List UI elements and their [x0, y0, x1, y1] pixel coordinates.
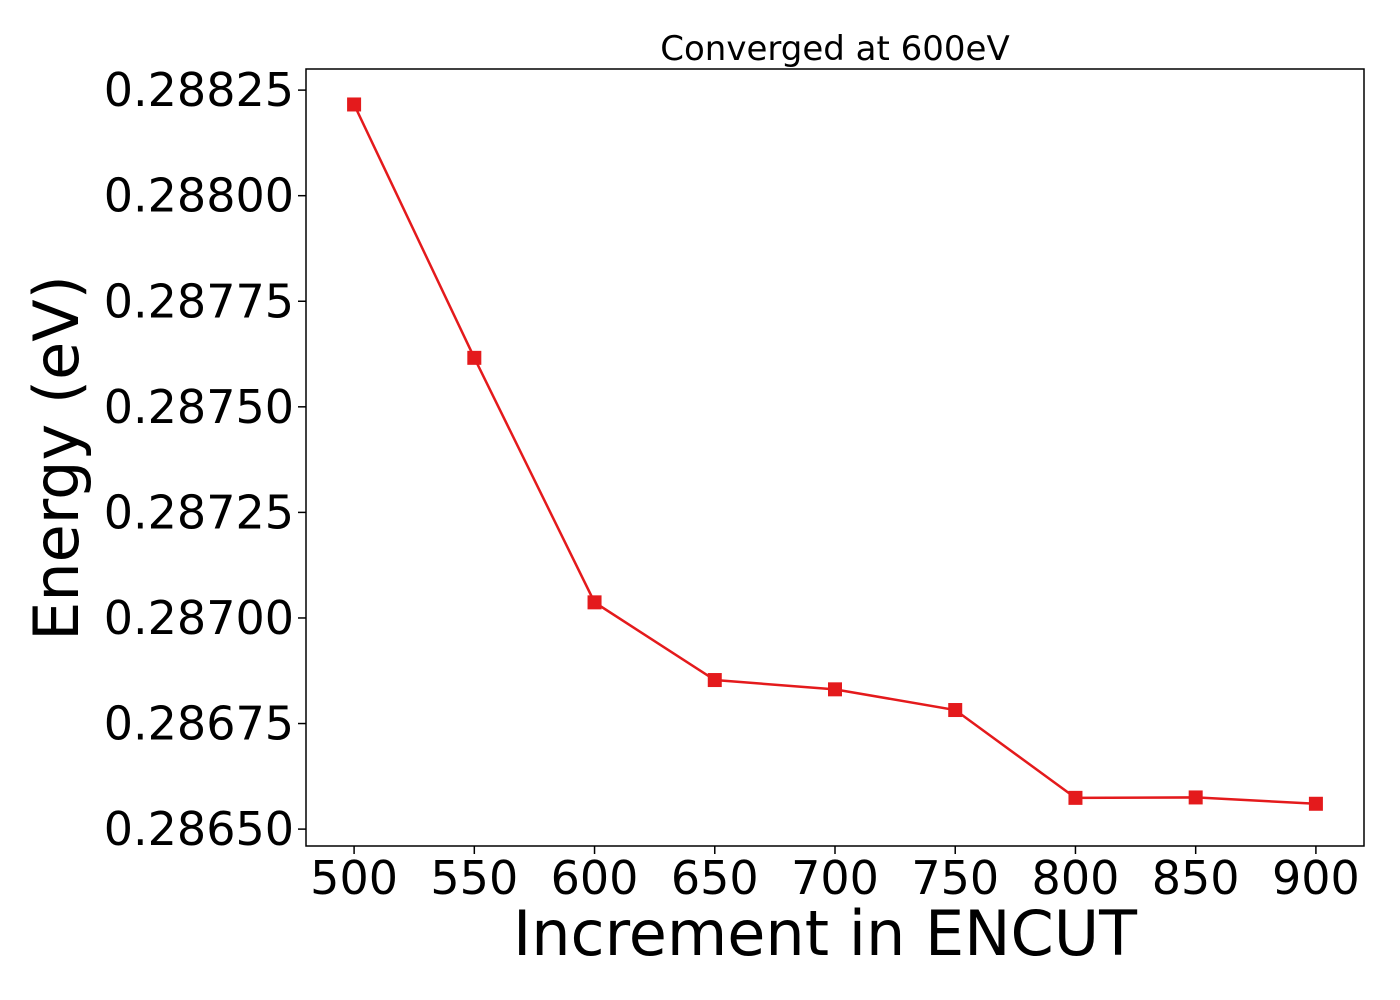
data-point	[587, 595, 602, 610]
data-point	[1308, 796, 1323, 811]
x-tick-label: 800	[1032, 851, 1120, 905]
x-tick-label: 600	[551, 851, 639, 905]
y-axis-title: Energy (eV)	[20, 275, 93, 641]
y-tick-label: 0.28800	[104, 169, 294, 223]
y-axis: 0.28650 0.28675 0.28700 0.28725 0.28750 0.287…	[104, 63, 306, 856]
x-axis: 500 550 600 650 700 750 800 850 900	[310, 846, 1360, 905]
data-point	[948, 703, 963, 718]
x-tick-label: 650	[671, 851, 759, 905]
y-tick-label: 0.28825	[104, 63, 294, 117]
y-tick-label: 0.28775	[104, 274, 294, 328]
series-group	[347, 97, 1323, 811]
x-tick-label: 550	[430, 851, 518, 905]
x-tick-label: 500	[310, 851, 398, 905]
x-tick-label: 750	[911, 851, 999, 905]
chart-title: Converged at 600eV	[660, 29, 1009, 69]
data-point	[1068, 790, 1083, 805]
x-axis-title: Increment in ENCUT	[513, 897, 1138, 970]
data-point	[707, 673, 722, 688]
y-tick-label: 0.28675	[104, 697, 294, 751]
plot-area	[305, 68, 1365, 847]
x-tick-label: 700	[791, 851, 879, 905]
x-tick-label: 900	[1272, 851, 1360, 905]
data-point	[1188, 790, 1203, 805]
x-tick-label: 850	[1152, 851, 1240, 905]
y-tick-label: 0.28650	[104, 802, 294, 856]
data-point	[347, 97, 362, 112]
data-point	[828, 682, 842, 697]
y-tick-label: 0.28750	[104, 380, 294, 434]
y-tick-label: 0.28725	[104, 485, 294, 539]
data-point	[467, 350, 482, 365]
y-tick-label: 0.28700	[104, 591, 294, 645]
